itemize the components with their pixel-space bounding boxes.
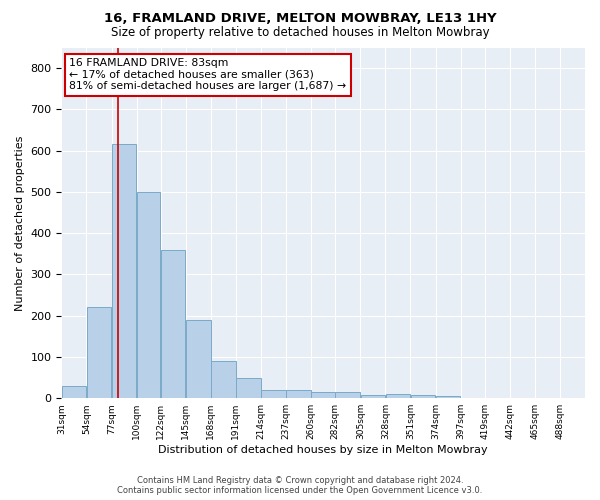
Bar	[261, 390, 286, 398]
Bar	[112, 144, 136, 398]
Bar	[286, 390, 311, 398]
Bar	[335, 392, 360, 398]
Bar	[361, 395, 385, 398]
Bar	[161, 250, 185, 398]
Bar	[411, 395, 435, 398]
Bar	[386, 394, 410, 398]
Y-axis label: Number of detached properties: Number of detached properties	[15, 135, 25, 310]
X-axis label: Distribution of detached houses by size in Melton Mowbray: Distribution of detached houses by size …	[158, 445, 488, 455]
Bar	[186, 320, 211, 398]
Bar	[137, 192, 160, 398]
Bar	[87, 308, 112, 398]
Bar	[62, 386, 86, 398]
Text: 16 FRAMLAND DRIVE: 83sqm
← 17% of detached houses are smaller (363)
81% of semi-: 16 FRAMLAND DRIVE: 83sqm ← 17% of detach…	[69, 58, 346, 91]
Bar	[236, 378, 261, 398]
Text: Contains HM Land Registry data © Crown copyright and database right 2024.
Contai: Contains HM Land Registry data © Crown c…	[118, 476, 482, 495]
Text: Size of property relative to detached houses in Melton Mowbray: Size of property relative to detached ho…	[110, 26, 490, 39]
Bar	[311, 392, 335, 398]
Bar	[211, 361, 236, 398]
Bar	[436, 396, 460, 398]
Text: 16, FRAMLAND DRIVE, MELTON MOWBRAY, LE13 1HY: 16, FRAMLAND DRIVE, MELTON MOWBRAY, LE13…	[104, 12, 496, 26]
